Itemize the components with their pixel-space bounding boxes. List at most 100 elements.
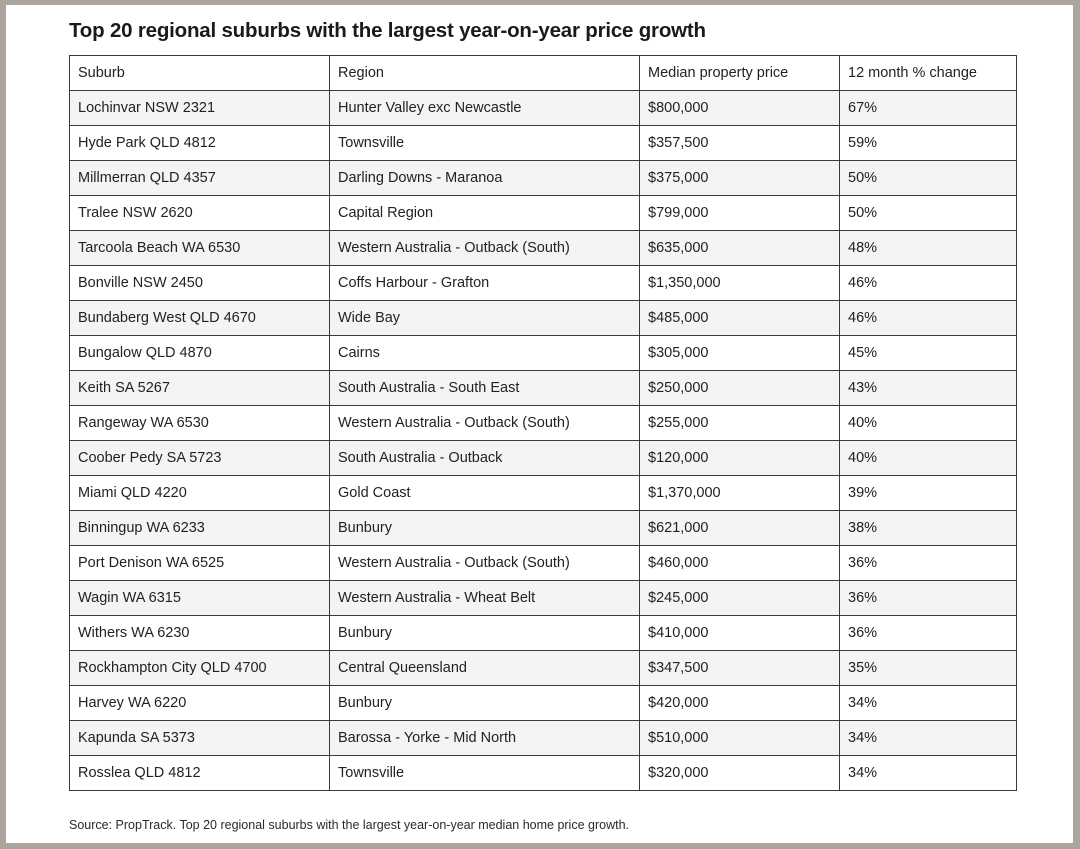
cell-percent-change: 46% — [839, 265, 1017, 301]
cell-percent-change: 40% — [839, 405, 1017, 441]
cell-suburb: Coober Pedy SA 5723 — [69, 440, 330, 476]
table-row: Millmerran QLD 4357 Darling Downs - Maran… — [69, 160, 1017, 196]
cell-suburb: Keith SA 5267 — [69, 370, 330, 406]
cell-median-price: $510,000 — [639, 720, 840, 756]
cell-percent-change: 46% — [839, 300, 1017, 336]
cell-percent-change: 45% — [839, 335, 1017, 371]
cell-suburb: Rockhampton City QLD 4700 — [69, 650, 330, 686]
cell-region: South Australia - Outback — [329, 440, 640, 476]
cell-suburb: Lochinvar NSW 2321 — [69, 90, 330, 126]
table-row: Rockhampton City QLD 4700 Central Queensl… — [69, 650, 1017, 686]
cell-percent-change: 35% — [839, 650, 1017, 686]
cell-percent-change: 38% — [839, 510, 1017, 546]
header-12-month-change: 12 month % change — [839, 55, 1017, 91]
table-row: Coober Pedy SA 5723 South Australia - Out… — [69, 440, 1017, 476]
cell-region: Bunbury — [329, 685, 640, 721]
cell-median-price: $357,500 — [639, 125, 840, 161]
cell-suburb: Bundaberg West QLD 4670 — [69, 300, 330, 336]
cell-region: Townsville — [329, 125, 640, 161]
cell-suburb: Millmerran QLD 4357 — [69, 160, 330, 196]
cell-median-price: $305,000 — [639, 335, 840, 371]
table-row: Rangeway WA 6530 Western Australia - Outb… — [69, 405, 1017, 441]
cell-median-price: $250,000 — [639, 370, 840, 406]
cell-region: Coffs Harbour - Grafton — [329, 265, 640, 301]
cell-region: Bunbury — [329, 510, 640, 546]
cell-suburb: Wagin WA 6315 — [69, 580, 330, 616]
cell-suburb: Bungalow QLD 4870 — [69, 335, 330, 371]
cell-median-price: $460,000 — [639, 545, 840, 581]
cell-suburb: Tralee NSW 2620 — [69, 195, 330, 231]
cell-median-price: $635,000 — [639, 230, 840, 266]
table-row: Tralee NSW 2620 Capital Region $799,000 50% — [69, 195, 1017, 231]
header-median-price: Median property price — [639, 55, 840, 91]
cell-region: Capital Region — [329, 195, 640, 231]
cell-suburb: Miami QLD 4220 — [69, 475, 330, 511]
table-row: Lochinvar NSW 2321 Hunter Valley exc Newc… — [69, 90, 1017, 126]
cell-suburb: Kapunda SA 5373 — [69, 720, 330, 756]
table-row: Bonville NSW 2450 Coffs Harbour - Grafton… — [69, 265, 1017, 301]
table-row: Hyde Park QLD 4812 Townsville $357,500 59% — [69, 125, 1017, 161]
cell-median-price: $320,000 — [639, 755, 840, 791]
cell-median-price: $255,000 — [639, 405, 840, 441]
header-region: Region — [329, 55, 640, 91]
table-header-row: Suburb Region Median property price 12 m… — [69, 55, 1017, 91]
cell-percent-change: 67% — [839, 90, 1017, 126]
table-row: Port Denison WA 6525 Western Australia - … — [69, 545, 1017, 581]
cell-suburb: Rangeway WA 6530 — [69, 405, 330, 441]
cell-median-price: $800,000 — [639, 90, 840, 126]
cell-suburb: Withers WA 6230 — [69, 615, 330, 651]
cell-region: Central Queensland — [329, 650, 640, 686]
cell-median-price: $347,500 — [639, 650, 840, 686]
cell-percent-change: 40% — [839, 440, 1017, 476]
cell-suburb: Hyde Park QLD 4812 — [69, 125, 330, 161]
table-row: Bundaberg West QLD 4670 Wide Bay $485,000 4… — [69, 300, 1017, 336]
cell-region: Western Australia - Outback (South) — [329, 405, 640, 441]
cell-median-price: $1,350,000 — [639, 265, 840, 301]
cell-median-price: $245,000 — [639, 580, 840, 616]
cell-suburb: Binningup WA 6233 — [69, 510, 330, 546]
cell-percent-change: 43% — [839, 370, 1017, 406]
cell-region: Wide Bay — [329, 300, 640, 336]
content-card: Top 20 regional suburbs with the largest… — [6, 5, 1073, 843]
cell-suburb: Harvey WA 6220 — [69, 685, 330, 721]
cell-median-price: $375,000 — [639, 160, 840, 196]
header-suburb: Suburb — [69, 55, 330, 91]
source-note: Source: PropTrack. Top 20 regional subur… — [69, 818, 630, 832]
table-row: Withers WA 6230 Bunbury $410,000 36% — [69, 615, 1017, 651]
cell-median-price: $410,000 — [639, 615, 840, 651]
cell-median-price: $485,000 — [639, 300, 840, 336]
cell-percent-change: 59% — [839, 125, 1017, 161]
cell-percent-change: 34% — [839, 685, 1017, 721]
table-row: Bungalow QLD 4870 Cairns $305,000 45% — [69, 335, 1017, 371]
cell-region: Western Australia - Outback (South) — [329, 230, 640, 266]
cell-median-price: $420,000 — [639, 685, 840, 721]
cell-suburb: Rosslea QLD 4812 — [69, 755, 330, 791]
page-title: Top 20 regional suburbs with the largest… — [69, 19, 706, 42]
cell-percent-change: 36% — [839, 580, 1017, 616]
cell-median-price: $621,000 — [639, 510, 840, 546]
table-row: Binningup WA 6233 Bunbury $621,000 38% — [69, 510, 1017, 546]
growth-table: Suburb Region Median property price 12 m… — [69, 55, 1017, 791]
cell-percent-change: 36% — [839, 615, 1017, 651]
cell-percent-change: 50% — [839, 160, 1017, 196]
table-row: Keith SA 5267 South Australia - South Eas… — [69, 370, 1017, 406]
table-body: Lochinvar NSW 2321 Hunter Valley exc Newc… — [69, 90, 1017, 791]
table-row: Kapunda SA 5373 Barossa - Yorke - Mid Nor… — [69, 720, 1017, 756]
table-row: Tarcoola Beach WA 6530 Western Australia … — [69, 230, 1017, 266]
cell-percent-change: 39% — [839, 475, 1017, 511]
table-row: Harvey WA 6220 Bunbury $420,000 34% — [69, 685, 1017, 721]
cell-percent-change: 48% — [839, 230, 1017, 266]
cell-percent-change: 50% — [839, 195, 1017, 231]
cell-region: South Australia - South East — [329, 370, 640, 406]
cell-median-price: $120,000 — [639, 440, 840, 476]
cell-region: Hunter Valley exc Newcastle — [329, 90, 640, 126]
cell-region: Gold Coast — [329, 475, 640, 511]
cell-suburb: Port Denison WA 6525 — [69, 545, 330, 581]
cell-region: Cairns — [329, 335, 640, 371]
table-row: Rosslea QLD 4812 Townsville $320,000 34% — [69, 755, 1017, 791]
cell-region: Western Australia - Wheat Belt — [329, 580, 640, 616]
cell-region: Townsville — [329, 755, 640, 791]
cell-median-price: $1,370,000 — [639, 475, 840, 511]
table-row: Wagin WA 6315 Western Australia - Wheat B… — [69, 580, 1017, 616]
cell-region: Western Australia - Outback (South) — [329, 545, 640, 581]
